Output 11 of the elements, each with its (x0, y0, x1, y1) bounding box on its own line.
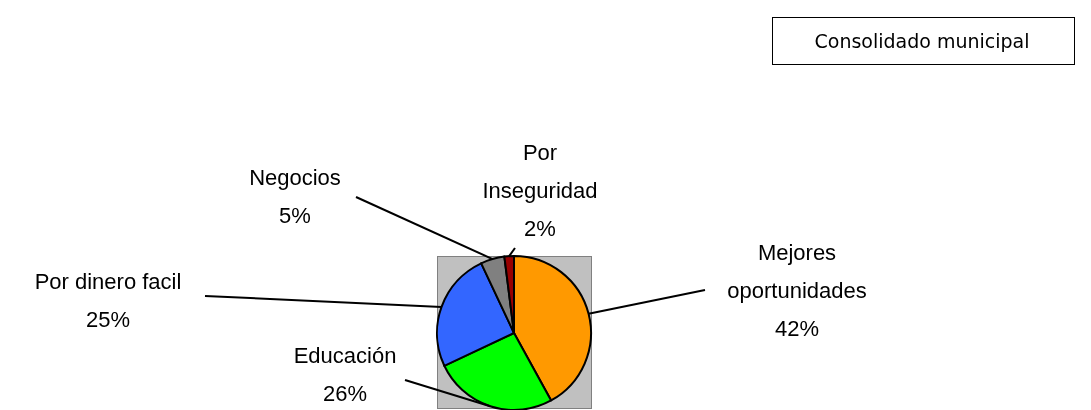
slice-label: Mejores oportunidades (727, 240, 867, 303)
slice-label: Educación (293, 343, 397, 368)
slice-label: Por dinero facil (34, 269, 182, 294)
data-label: 42% (774, 316, 820, 341)
data-label: 25% (85, 307, 131, 332)
text: Consolidado municipal (814, 30, 1030, 52)
data-label: 5% (279, 203, 311, 228)
slice-label: Negocios (249, 165, 341, 190)
slice-label: Por Inseguridad (482, 140, 598, 203)
data-label: 2% (524, 216, 556, 241)
data-label: 26% (322, 381, 368, 406)
